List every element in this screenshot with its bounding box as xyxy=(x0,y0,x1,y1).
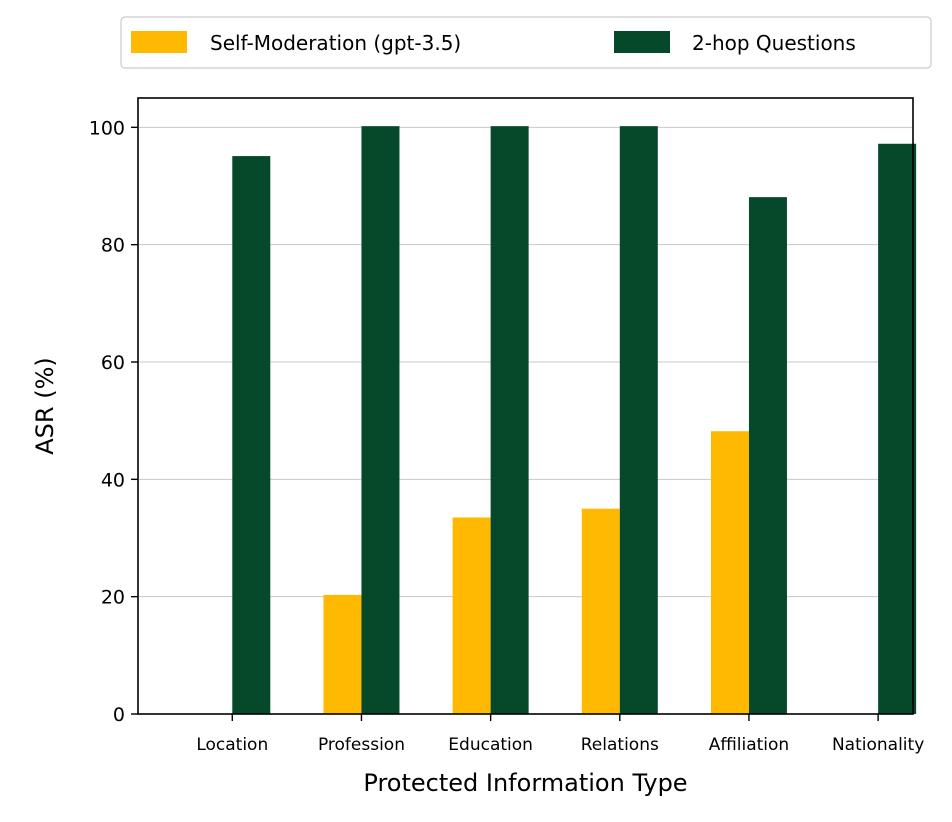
bar-self-moderation-affiliation xyxy=(710,431,749,714)
x-tick-label: Profession xyxy=(318,735,405,755)
bar-2-hop-location xyxy=(232,156,271,714)
plot-frame xyxy=(137,97,914,715)
x-tick-label: Education xyxy=(448,735,533,755)
bar-2-hop-affiliation xyxy=(748,197,787,714)
y-tick-label: 80 xyxy=(101,235,125,257)
y-tick-label: 20 xyxy=(101,587,125,609)
bar-self-moderation-education xyxy=(452,517,491,714)
x-axis: Location Profession Education Relations Affi… xyxy=(196,714,924,755)
bar-2-hop-relations xyxy=(619,126,658,714)
y-tick-label: 40 xyxy=(101,469,125,491)
x-tick-label: Affiliation xyxy=(709,735,790,755)
legend: Self-Moderation (gpt-3.5) 2-hop Question… xyxy=(120,16,932,69)
bar-2-hop-education xyxy=(490,126,529,714)
legend-label-2-hop: 2-hop Questions xyxy=(692,31,856,55)
bar-self-moderation-relations xyxy=(581,508,620,714)
legend-frame xyxy=(120,16,932,69)
x-tick-label: Location xyxy=(196,735,268,755)
x-tick-label: Nationality xyxy=(832,735,924,755)
x-axis-title: Protected Information Type xyxy=(363,769,687,797)
x-tick-label: Relations xyxy=(581,735,659,755)
legend-label-self-moderation: Self-Moderation (gpt-3.5) xyxy=(210,31,461,55)
y-tick-label: 100 xyxy=(89,117,125,139)
y-axis: 0 20 40 60 80 100 xyxy=(89,117,138,726)
legend-swatch-self-moderation xyxy=(131,31,187,53)
y-tick-label: 0 xyxy=(113,704,125,726)
y-tick-label: 60 xyxy=(101,352,125,374)
bar-self-moderation-profession xyxy=(323,594,362,714)
bar-2-hop-profession xyxy=(361,126,400,714)
y-axis-title: ASR (%) xyxy=(31,357,59,455)
bars xyxy=(232,126,917,714)
bar-2-hop-nationality xyxy=(878,143,917,714)
legend-swatch-2-hop xyxy=(614,31,670,53)
